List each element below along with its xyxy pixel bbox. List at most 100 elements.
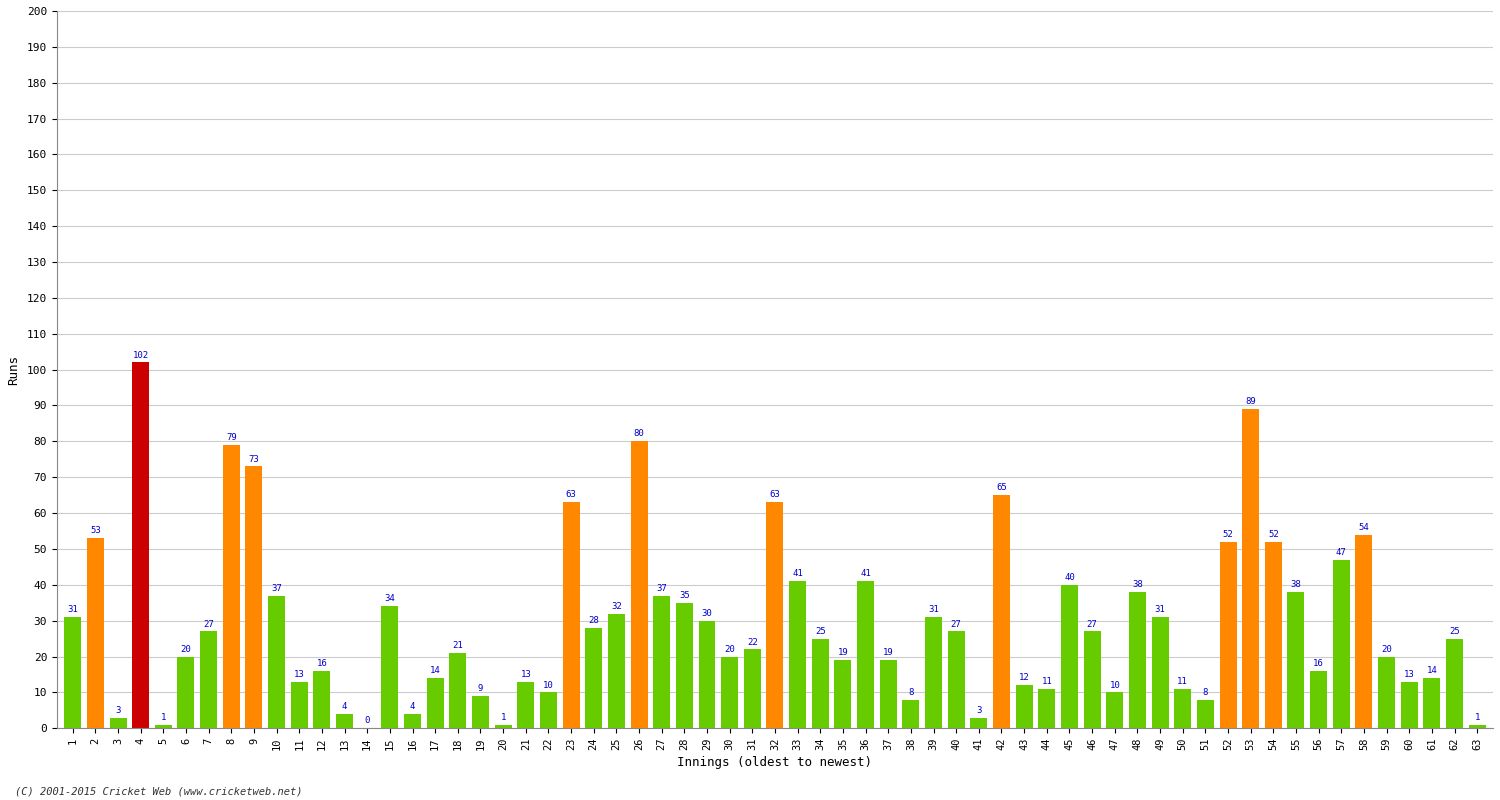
Text: 19: 19: [884, 648, 894, 658]
Bar: [789, 582, 806, 728]
Bar: [224, 445, 240, 728]
Text: 41: 41: [792, 570, 802, 578]
Text: 63: 63: [770, 490, 780, 499]
Text: 28: 28: [588, 616, 598, 625]
Bar: [1378, 657, 1395, 728]
Bar: [1060, 585, 1078, 728]
Bar: [177, 657, 195, 728]
Bar: [495, 725, 512, 728]
X-axis label: Innings (oldest to newest): Innings (oldest to newest): [678, 756, 873, 769]
Text: 37: 37: [272, 584, 282, 593]
Text: 4: 4: [342, 702, 346, 711]
Text: 20: 20: [180, 645, 192, 654]
Bar: [472, 696, 489, 728]
Bar: [812, 638, 830, 728]
Text: 102: 102: [132, 350, 148, 359]
Bar: [1197, 699, 1214, 728]
Bar: [450, 653, 466, 728]
Text: 20: 20: [724, 645, 735, 654]
Y-axis label: Runs: Runs: [8, 354, 20, 385]
Text: 80: 80: [633, 430, 645, 438]
Text: 35: 35: [680, 591, 690, 600]
Bar: [200, 631, 217, 728]
Bar: [518, 682, 534, 728]
Bar: [1446, 638, 1462, 728]
Bar: [1107, 693, 1124, 728]
Bar: [381, 606, 399, 728]
Text: (C) 2001-2015 Cricket Web (www.cricketweb.net): (C) 2001-2015 Cricket Web (www.cricketwe…: [15, 786, 303, 796]
Bar: [1468, 725, 1485, 728]
Text: 14: 14: [430, 666, 441, 675]
Text: 52: 52: [1268, 530, 1278, 539]
Text: 25: 25: [815, 626, 825, 636]
Text: 41: 41: [859, 570, 871, 578]
Text: 31: 31: [928, 606, 939, 614]
Bar: [154, 725, 172, 728]
Bar: [64, 617, 81, 728]
Bar: [110, 718, 126, 728]
Text: 63: 63: [566, 490, 576, 499]
Bar: [970, 718, 987, 728]
Bar: [404, 714, 422, 728]
Bar: [722, 657, 738, 728]
Bar: [608, 614, 625, 728]
Bar: [1174, 689, 1191, 728]
Bar: [1220, 542, 1236, 728]
Bar: [426, 678, 444, 728]
Bar: [699, 621, 715, 728]
Bar: [314, 671, 330, 728]
Bar: [948, 631, 964, 728]
Bar: [1152, 617, 1168, 728]
Text: 13: 13: [1404, 670, 1414, 678]
Bar: [562, 502, 579, 728]
Bar: [1424, 678, 1440, 728]
Bar: [1016, 686, 1032, 728]
Bar: [630, 442, 648, 728]
Text: 31: 31: [68, 606, 78, 614]
Bar: [291, 682, 308, 728]
Bar: [1310, 671, 1328, 728]
Bar: [744, 650, 760, 728]
Text: 21: 21: [453, 641, 464, 650]
Text: 27: 27: [204, 619, 214, 629]
Text: 1: 1: [501, 713, 506, 722]
Text: 47: 47: [1336, 548, 1347, 557]
Text: 8: 8: [908, 688, 914, 697]
Text: 10: 10: [1110, 681, 1120, 690]
Text: 8: 8: [1203, 688, 1208, 697]
Text: 19: 19: [837, 648, 849, 658]
Bar: [993, 495, 1010, 728]
Bar: [336, 714, 352, 728]
Text: 79: 79: [226, 433, 237, 442]
Bar: [246, 466, 262, 728]
Bar: [1038, 689, 1056, 728]
Text: 3: 3: [976, 706, 981, 714]
Bar: [268, 595, 285, 728]
Text: 11: 11: [1178, 677, 1188, 686]
Bar: [1264, 542, 1282, 728]
Text: 89: 89: [1245, 397, 1256, 406]
Bar: [903, 699, 920, 728]
Bar: [1334, 560, 1350, 728]
Text: 13: 13: [520, 670, 531, 678]
Text: 13: 13: [294, 670, 304, 678]
Bar: [1242, 409, 1258, 728]
Bar: [1356, 534, 1372, 728]
Text: 11: 11: [1041, 677, 1052, 686]
Text: 22: 22: [747, 638, 758, 646]
Bar: [652, 595, 670, 728]
Text: 32: 32: [610, 602, 622, 610]
Text: 25: 25: [1449, 626, 1460, 636]
Text: 52: 52: [1222, 530, 1233, 539]
Text: 4: 4: [410, 702, 416, 711]
Text: 37: 37: [657, 584, 668, 593]
Text: 3: 3: [116, 706, 120, 714]
Bar: [856, 582, 874, 728]
Text: 31: 31: [1155, 606, 1166, 614]
Text: 12: 12: [1019, 674, 1029, 682]
Text: 73: 73: [249, 454, 259, 463]
Text: 27: 27: [1086, 619, 1098, 629]
Text: 38: 38: [1132, 580, 1143, 589]
Bar: [585, 628, 602, 728]
Text: 9: 9: [478, 684, 483, 693]
